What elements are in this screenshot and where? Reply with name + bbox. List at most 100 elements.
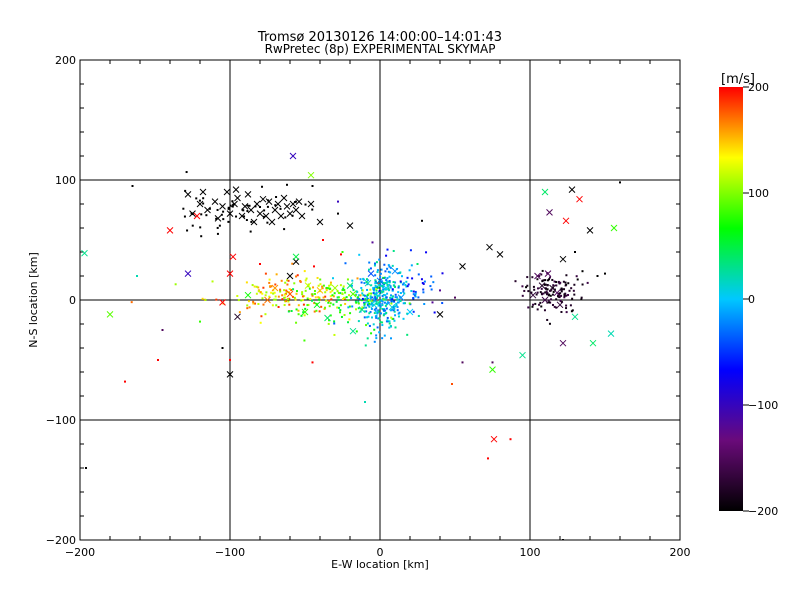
- data-point: [377, 317, 380, 320]
- data-point: [367, 315, 370, 318]
- data-marker: [250, 218, 258, 226]
- data-point: [229, 204, 232, 207]
- data-point: [402, 302, 405, 305]
- data-point: [373, 298, 376, 301]
- data-point: [399, 280, 402, 283]
- data-point: [283, 293, 286, 296]
- data-point: [391, 298, 394, 301]
- data-point: [365, 295, 368, 298]
- data-marker: [280, 194, 288, 202]
- data-point: [348, 294, 351, 297]
- data-point: [347, 306, 350, 309]
- data-point: [279, 288, 282, 291]
- data-point: [532, 303, 535, 306]
- data-point: [544, 279, 547, 282]
- x-tick-label: −100: [215, 546, 245, 559]
- data-point: [551, 278, 554, 281]
- data-point: [396, 301, 399, 304]
- data-point: [275, 195, 278, 198]
- data-point: [407, 283, 410, 286]
- data-point: [375, 316, 378, 319]
- data-point: [248, 306, 251, 309]
- data-point: [431, 301, 434, 304]
- data-marker: [382, 284, 390, 292]
- data-point: [215, 298, 218, 301]
- data-point: [384, 309, 387, 312]
- data-point: [130, 301, 133, 304]
- data-point: [324, 306, 327, 309]
- data-point: [386, 277, 389, 280]
- data-point: [461, 361, 464, 364]
- data-marker: [289, 200, 297, 208]
- data-point: [319, 278, 322, 281]
- data-marker: [316, 287, 324, 294]
- y-axis-label: N-S location [km]: [27, 252, 40, 348]
- data-point: [364, 301, 367, 304]
- data-point: [294, 298, 297, 301]
- data-point: [252, 302, 255, 305]
- data-point: [380, 280, 383, 283]
- data-point: [268, 295, 271, 298]
- data-point: [325, 289, 328, 292]
- data-point: [385, 279, 388, 282]
- data-point: [306, 297, 309, 300]
- data-point: [333, 333, 336, 336]
- data-point: [349, 312, 352, 315]
- data-point: [266, 205, 269, 208]
- data-point: [287, 279, 290, 282]
- data-point: [186, 229, 189, 232]
- data-point: [211, 280, 214, 283]
- data-point: [376, 269, 379, 272]
- data-point: [408, 269, 411, 272]
- data-point: [358, 297, 361, 300]
- data-point: [375, 282, 378, 285]
- data-point: [304, 279, 307, 282]
- data-point: [375, 302, 378, 305]
- data-point: [386, 280, 389, 283]
- data-point: [288, 297, 291, 300]
- data-point: [347, 321, 350, 324]
- data-marker: [541, 188, 549, 196]
- data-point: [295, 308, 298, 311]
- data-point: [342, 287, 345, 290]
- data-point: [216, 232, 219, 235]
- data-point: [390, 302, 393, 305]
- data-point: [303, 295, 306, 298]
- data-point: [374, 279, 377, 282]
- data-point: [174, 283, 177, 286]
- data-point: [254, 302, 257, 305]
- data-point: [295, 292, 298, 295]
- data-point: [430, 288, 433, 291]
- data-point: [283, 296, 286, 299]
- data-point: [300, 299, 303, 302]
- data-point: [423, 303, 426, 306]
- data-point: [313, 302, 316, 305]
- data-point: [604, 272, 606, 275]
- colorbar-label: [m/s]: [721, 72, 755, 87]
- data-point: [394, 326, 397, 329]
- data-point: [318, 310, 321, 313]
- data-marker: [199, 188, 207, 196]
- data-point: [378, 303, 381, 306]
- data-point: [410, 289, 413, 292]
- data-point: [412, 310, 415, 313]
- data-marker: [283, 203, 291, 210]
- data-point: [377, 310, 380, 313]
- data-point: [383, 263, 386, 266]
- data-point: [575, 275, 578, 278]
- data-point: [281, 294, 284, 297]
- data-point: [386, 267, 389, 270]
- data-point: [552, 290, 555, 293]
- data-point: [227, 207, 230, 210]
- data-point: [362, 294, 365, 297]
- data-point: [381, 324, 384, 327]
- data-point: [340, 253, 342, 256]
- data-point: [383, 334, 386, 337]
- chart-title: Tromsø 20130126 14:00:00–14:01:43: [257, 30, 502, 45]
- data-point: [266, 221, 269, 224]
- data-point: [386, 248, 389, 251]
- data-point: [390, 298, 393, 301]
- data-point: [293, 296, 296, 299]
- data-point: [372, 289, 375, 292]
- data-point: [375, 288, 378, 291]
